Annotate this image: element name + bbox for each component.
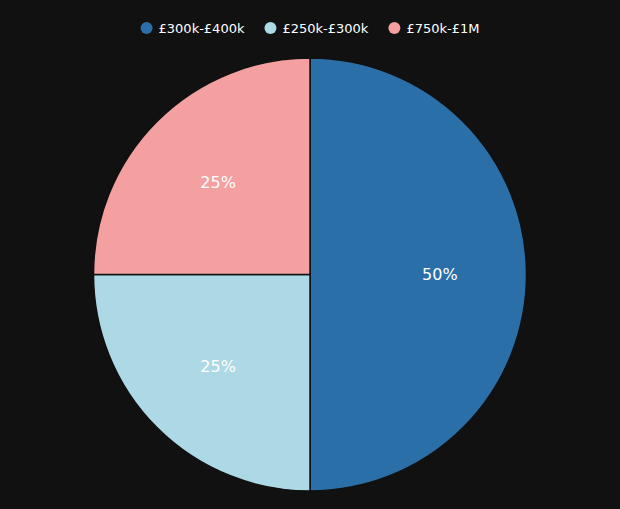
background [0, 0, 620, 509]
legend-label: £250k-£300k [282, 21, 368, 36]
slices [94, 58, 527, 491]
slice [310, 58, 527, 491]
legend-marker [264, 22, 276, 34]
legend-marker [141, 22, 153, 34]
data-labels: 50% 25% 25% [200, 173, 457, 376]
legend: £300k-£400k £250k-£300k £750k-£1M [141, 21, 480, 36]
data-label: 50% [422, 265, 458, 284]
slice [94, 58, 311, 275]
data-label: 25% [200, 357, 236, 376]
data-label: 25% [200, 173, 236, 192]
legend-label: £300k-£400k [159, 21, 245, 36]
chart: 50% 25% 25% £300k-£400k £250k-£300k £750k-£1M [0, 0, 620, 509]
legend-marker [388, 22, 400, 34]
legend-label: £750k-£1M [406, 21, 479, 36]
slice [94, 275, 311, 492]
